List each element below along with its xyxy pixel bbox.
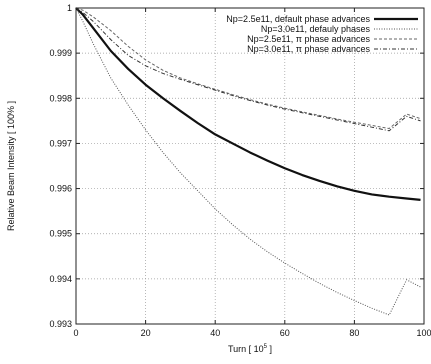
legend: Np=2.5e11, default phase advancesNp=3.0e… [226,14,418,54]
x-tick-label: 20 [141,328,151,338]
legend-label: Np=2.5e11, π phase advances [247,34,370,44]
x-axis-label: Turn [ 105 ] [228,344,272,354]
y-tick-label: 0.994 [49,274,72,284]
y-tick-label: 1 [67,3,72,13]
series-layer [75,7,421,316]
legend-label: Np=3.0e11, defauly phases [261,24,371,34]
ticks-layer: 0 20 40 60 80 100 0.993 0.994 0.995 0.996 0.997 0.9… [49,3,431,338]
legend-label: Np=3.0e11, π phase advances [247,44,370,54]
x-tick-label: 100 [416,328,431,338]
y-tick-label: 0.998 [49,93,72,103]
series-line-4 [75,7,421,132]
series-line-1 [75,7,421,201]
x-tick-label: 80 [349,328,359,338]
y-tick-label: 0.993 [49,319,72,329]
y-tick-label: 0.999 [49,48,72,58]
legend-label: Np=2.5e11, default phase advances [226,14,370,24]
x-tick-label: 0 [73,328,78,338]
series-line-3 [75,7,421,130]
series-line-2 [75,7,421,316]
y-tick-label: 0.997 [49,138,72,148]
x-tick-label: 40 [210,328,220,338]
grid [76,8,424,324]
y-tick-label: 0.996 [49,184,72,194]
x-tick-label: 60 [280,328,290,338]
plot-area [75,7,425,325]
y-tick-label: 0.995 [49,229,72,239]
y-axis-label: Relative Beam Intensity [ 100% ] [6,101,16,231]
